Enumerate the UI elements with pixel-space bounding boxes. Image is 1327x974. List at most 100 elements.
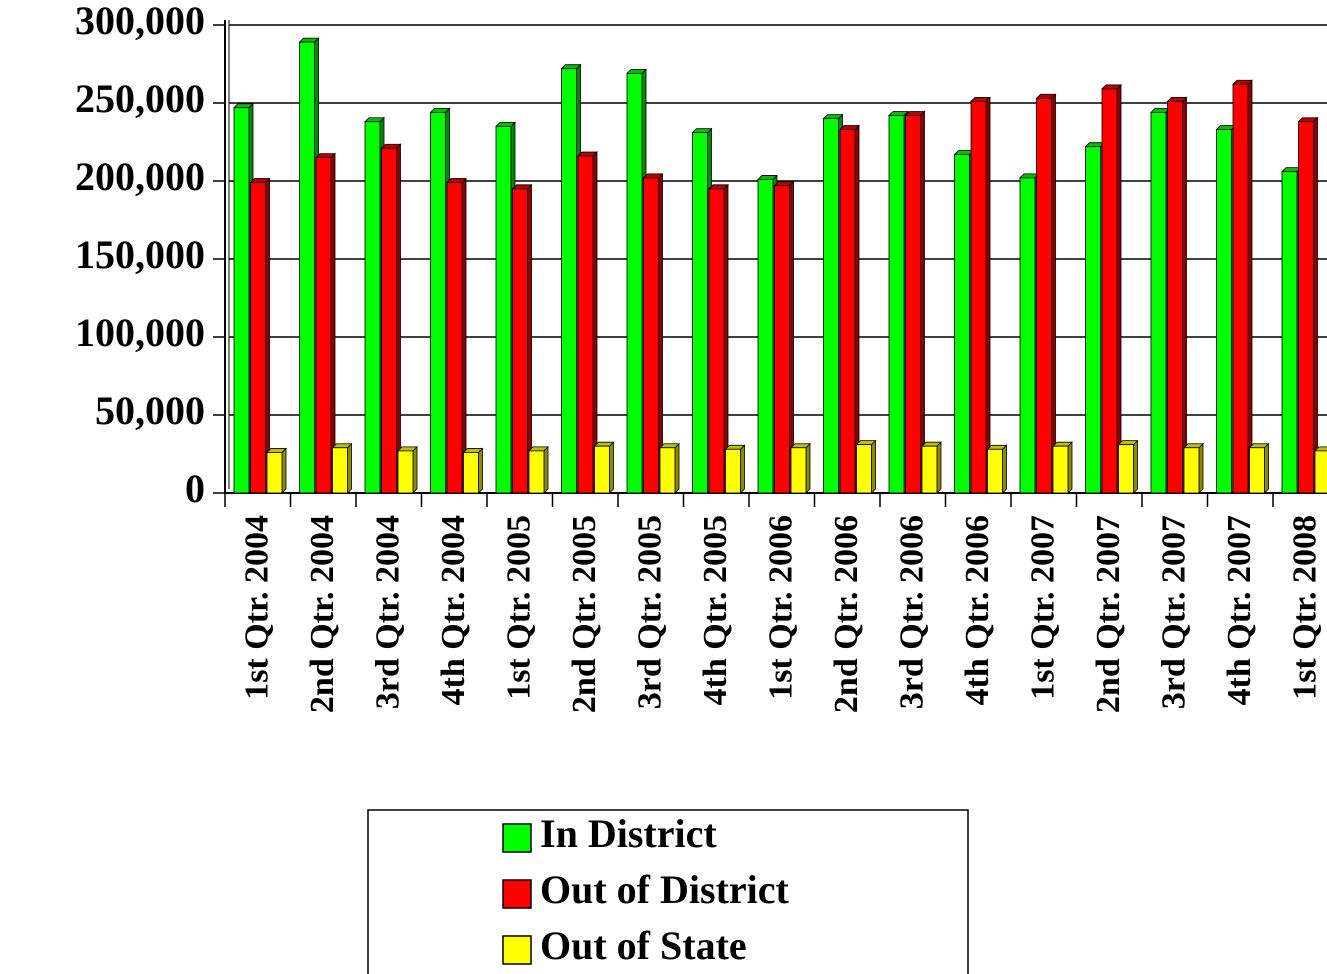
bar-top: [724, 444, 746, 450]
bar: [233, 107, 250, 494]
bar: [1036, 97, 1052, 494]
bar: [905, 115, 921, 494]
x-tick-label: 1st Qtr. 2008: [1287, 515, 1324, 700]
bar-top: [904, 111, 926, 116]
bar-top: [298, 37, 320, 43]
bar-top: [1166, 97, 1188, 102]
bar: [725, 448, 741, 494]
x-tick-label: 3rd Qtr. 2005: [632, 515, 669, 709]
bar: [970, 101, 987, 494]
bar-top: [773, 181, 795, 187]
bar-side: [330, 152, 336, 494]
bar: [266, 452, 283, 494]
bar: [1232, 83, 1249, 494]
bar: [528, 450, 545, 494]
bar-top: [659, 443, 680, 449]
bar: [626, 72, 643, 494]
bar-side: [1133, 439, 1138, 494]
bar: [823, 118, 839, 494]
y-tick-label: 200,000: [75, 154, 205, 199]
bar-side: [527, 183, 532, 494]
x-tick-label: 2nd Qtr. 2006: [828, 515, 865, 713]
bar-side: [543, 445, 549, 494]
bar: [1249, 447, 1265, 494]
bar-side: [658, 172, 663, 494]
bar: [495, 126, 512, 494]
bar-top: [1117, 440, 1139, 446]
bar: [561, 68, 577, 494]
bar-top: [708, 184, 729, 190]
bar-top: [1297, 117, 1319, 123]
bar-side: [461, 177, 467, 494]
y-tick-label: 50,000: [95, 388, 205, 433]
bar-side: [871, 439, 876, 494]
bar-top: [249, 178, 271, 183]
bar-top: [790, 443, 811, 449]
bar-top: [315, 153, 336, 159]
bar: [446, 182, 463, 494]
bar: [1183, 447, 1200, 494]
bar-side: [936, 441, 942, 494]
y-tick-label: 100,000: [75, 310, 205, 355]
bar-top: [1101, 84, 1122, 90]
bar-top: [1052, 441, 1073, 447]
bar-side: [1247, 79, 1253, 494]
bar-side: [347, 442, 352, 494]
bar: [430, 111, 446, 494]
bar-side: [740, 444, 745, 494]
bar: [757, 179, 774, 494]
bar: [1167, 101, 1183, 494]
bar: [1281, 171, 1298, 494]
bar: [463, 452, 479, 494]
bar-side: [1002, 444, 1007, 494]
x-tick-label: 4th Qtr. 2004: [435, 515, 472, 705]
bar-side: [281, 447, 287, 494]
bar: [577, 155, 594, 494]
bar: [888, 115, 905, 494]
bar-top: [528, 446, 549, 452]
bar-top: [266, 448, 287, 453]
bar-side: [1198, 442, 1204, 494]
bar: [315, 157, 332, 494]
bar-top: [462, 448, 484, 453]
x-tick-label: 4th Qtr. 2005: [697, 515, 734, 705]
bar-side: [723, 183, 729, 494]
bar-top: [233, 103, 254, 109]
legend-label: Out of District: [540, 867, 790, 912]
bar-top: [593, 441, 615, 447]
x-tick-label: 3rd Qtr. 2004: [370, 515, 407, 709]
bar-side: [1116, 83, 1122, 494]
bar: [692, 132, 708, 494]
bar: [1314, 450, 1327, 494]
bar-top: [1248, 443, 1270, 449]
bar: [1085, 146, 1101, 494]
bar-side: [1051, 93, 1056, 494]
bar-top: [986, 444, 1008, 450]
x-tick-label: 1st Qtr. 2007: [1025, 515, 1062, 700]
bar: [1150, 111, 1167, 494]
bar: [921, 445, 938, 494]
bar-top: [691, 128, 713, 134]
bar: [1052, 445, 1069, 494]
bar: [594, 445, 610, 494]
bar-top: [511, 184, 533, 190]
x-tick-label: 2nd Qtr. 2007: [1090, 515, 1127, 713]
bar: [1101, 88, 1118, 494]
bar: [1019, 177, 1036, 494]
bar-side: [985, 96, 991, 494]
bar-side: [1313, 116, 1318, 494]
bar: [659, 447, 676, 494]
legend-label: In District: [540, 811, 717, 856]
legend-swatch: [502, 879, 532, 909]
y-tick-label: 300,000: [75, 0, 205, 43]
x-tick-label: 1st Qtr. 2004: [239, 515, 276, 700]
bar-top: [626, 68, 647, 74]
bar: [250, 182, 266, 494]
legend-swatch: [502, 935, 532, 965]
bar-side: [1182, 96, 1187, 494]
x-tick-label: 2nd Qtr. 2005: [566, 515, 603, 713]
bar: [397, 450, 414, 494]
bar: [774, 185, 790, 494]
bar-side: [592, 151, 598, 494]
